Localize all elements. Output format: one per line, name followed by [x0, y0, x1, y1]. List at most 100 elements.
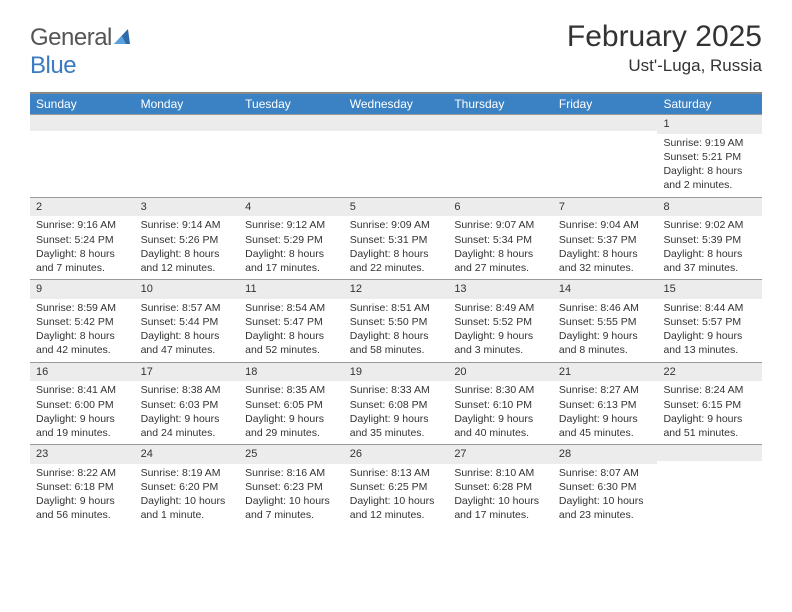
- day-text: Sunrise: 8:59 AMSunset: 5:42 PMDaylight:…: [30, 299, 135, 362]
- day-number: [448, 115, 553, 131]
- logo: GeneralBlue: [30, 24, 136, 80]
- day-text: Sunrise: 8:07 AMSunset: 6:30 PMDaylight:…: [553, 464, 658, 527]
- day-text: Sunrise: 8:13 AMSunset: 6:25 PMDaylight:…: [344, 464, 449, 527]
- day-cell: 28Sunrise: 8:07 AMSunset: 6:30 PMDayligh…: [553, 445, 658, 527]
- day-text: Sunrise: 8:46 AMSunset: 5:55 PMDaylight:…: [553, 299, 658, 362]
- day-number: 5: [344, 198, 449, 217]
- day-cell: 4Sunrise: 9:12 AMSunset: 5:29 PMDaylight…: [239, 198, 344, 280]
- calendar-page: GeneralBlue February 2025 Ust'-Luga, Rus…: [0, 0, 792, 547]
- day-cell: 24Sunrise: 8:19 AMSunset: 6:20 PMDayligh…: [135, 445, 240, 527]
- day-number: 24: [135, 445, 240, 464]
- day-number: 3: [135, 198, 240, 217]
- day-number: 17: [135, 363, 240, 382]
- day-number: 25: [239, 445, 344, 464]
- day-number: 13: [448, 280, 553, 299]
- day-number: 6: [448, 198, 553, 217]
- week-row: 16Sunrise: 8:41 AMSunset: 6:00 PMDayligh…: [30, 362, 762, 445]
- day-number: 19: [344, 363, 449, 382]
- day-number: 9: [30, 280, 135, 299]
- day-text: Sunrise: 8:27 AMSunset: 6:13 PMDaylight:…: [553, 381, 658, 444]
- day-number: 18: [239, 363, 344, 382]
- day-cell: 21Sunrise: 8:27 AMSunset: 6:13 PMDayligh…: [553, 363, 658, 445]
- day-text: Sunrise: 8:24 AMSunset: 6:15 PMDaylight:…: [657, 381, 762, 444]
- day-number: 10: [135, 280, 240, 299]
- day-cell: 17Sunrise: 8:38 AMSunset: 6:03 PMDayligh…: [135, 363, 240, 445]
- day-text: Sunrise: 9:16 AMSunset: 5:24 PMDaylight:…: [30, 216, 135, 279]
- day-text: Sunrise: 8:57 AMSunset: 5:44 PMDaylight:…: [135, 299, 240, 362]
- day-cell: 14Sunrise: 8:46 AMSunset: 5:55 PMDayligh…: [553, 280, 658, 362]
- logo-text: GeneralBlue: [30, 24, 136, 80]
- day-cell: [30, 115, 135, 197]
- day-text: Sunrise: 9:02 AMSunset: 5:39 PMDaylight:…: [657, 216, 762, 279]
- day-text: Sunrise: 8:38 AMSunset: 6:03 PMDaylight:…: [135, 381, 240, 444]
- day-number: 7: [553, 198, 658, 217]
- weekday-sat: Saturday: [657, 94, 762, 114]
- day-cell: 27Sunrise: 8:10 AMSunset: 6:28 PMDayligh…: [448, 445, 553, 527]
- weekday-tue: Tuesday: [239, 94, 344, 114]
- day-text: Sunrise: 9:14 AMSunset: 5:26 PMDaylight:…: [135, 216, 240, 279]
- weekday-row: Sunday Monday Tuesday Wednesday Thursday…: [30, 94, 762, 114]
- month-title: February 2025: [567, 20, 762, 54]
- day-number: 20: [448, 363, 553, 382]
- day-number: 2: [30, 198, 135, 217]
- day-text: Sunrise: 9:12 AMSunset: 5:29 PMDaylight:…: [239, 216, 344, 279]
- day-number: [239, 115, 344, 131]
- title-block: February 2025 Ust'-Luga, Russia: [567, 20, 762, 76]
- day-cell: [135, 115, 240, 197]
- day-cell: 18Sunrise: 8:35 AMSunset: 6:05 PMDayligh…: [239, 363, 344, 445]
- day-cell: [553, 115, 658, 197]
- day-text: Sunrise: 9:19 AMSunset: 5:21 PMDaylight:…: [657, 134, 762, 197]
- week-row: 23Sunrise: 8:22 AMSunset: 6:18 PMDayligh…: [30, 444, 762, 527]
- day-text: Sunrise: 8:35 AMSunset: 6:05 PMDaylight:…: [239, 381, 344, 444]
- day-number: 21: [553, 363, 658, 382]
- weekday-wed: Wednesday: [344, 94, 449, 114]
- day-number: 16: [30, 363, 135, 382]
- day-cell: [657, 445, 762, 527]
- day-text: Sunrise: 8:44 AMSunset: 5:57 PMDaylight:…: [657, 299, 762, 362]
- day-cell: 16Sunrise: 8:41 AMSunset: 6:00 PMDayligh…: [30, 363, 135, 445]
- day-cell: 3Sunrise: 9:14 AMSunset: 5:26 PMDaylight…: [135, 198, 240, 280]
- day-number: 8: [657, 198, 762, 217]
- weeks-container: 1Sunrise: 9:19 AMSunset: 5:21 PMDaylight…: [30, 114, 762, 527]
- day-cell: 15Sunrise: 8:44 AMSunset: 5:57 PMDayligh…: [657, 280, 762, 362]
- day-cell: 12Sunrise: 8:51 AMSunset: 5:50 PMDayligh…: [344, 280, 449, 362]
- day-text: Sunrise: 9:07 AMSunset: 5:34 PMDaylight:…: [448, 216, 553, 279]
- day-text: Sunrise: 8:49 AMSunset: 5:52 PMDaylight:…: [448, 299, 553, 362]
- day-cell: 19Sunrise: 8:33 AMSunset: 6:08 PMDayligh…: [344, 363, 449, 445]
- location: Ust'-Luga, Russia: [567, 56, 762, 76]
- day-number: [553, 115, 658, 131]
- day-number: [344, 115, 449, 131]
- day-number: [657, 445, 762, 461]
- weekday-mon: Monday: [135, 94, 240, 114]
- header: GeneralBlue February 2025 Ust'-Luga, Rus…: [30, 20, 762, 80]
- day-number: [135, 115, 240, 131]
- day-text: Sunrise: 8:10 AMSunset: 6:28 PMDaylight:…: [448, 464, 553, 527]
- day-cell: 5Sunrise: 9:09 AMSunset: 5:31 PMDaylight…: [344, 198, 449, 280]
- day-text: Sunrise: 9:04 AMSunset: 5:37 PMDaylight:…: [553, 216, 658, 279]
- week-row: 1Sunrise: 9:19 AMSunset: 5:21 PMDaylight…: [30, 114, 762, 197]
- week-row: 9Sunrise: 8:59 AMSunset: 5:42 PMDaylight…: [30, 279, 762, 362]
- week-row: 2Sunrise: 9:16 AMSunset: 5:24 PMDaylight…: [30, 197, 762, 280]
- day-cell: 23Sunrise: 8:22 AMSunset: 6:18 PMDayligh…: [30, 445, 135, 527]
- day-cell: 13Sunrise: 8:49 AMSunset: 5:52 PMDayligh…: [448, 280, 553, 362]
- day-number: 26: [344, 445, 449, 464]
- day-cell: 10Sunrise: 8:57 AMSunset: 5:44 PMDayligh…: [135, 280, 240, 362]
- day-number: 4: [239, 198, 344, 217]
- day-cell: 8Sunrise: 9:02 AMSunset: 5:39 PMDaylight…: [657, 198, 762, 280]
- weekday-fri: Friday: [553, 94, 658, 114]
- day-number: 22: [657, 363, 762, 382]
- day-text: Sunrise: 8:51 AMSunset: 5:50 PMDaylight:…: [344, 299, 449, 362]
- day-text: Sunrise: 9:09 AMSunset: 5:31 PMDaylight:…: [344, 216, 449, 279]
- day-text: Sunrise: 8:33 AMSunset: 6:08 PMDaylight:…: [344, 381, 449, 444]
- day-cell: 22Sunrise: 8:24 AMSunset: 6:15 PMDayligh…: [657, 363, 762, 445]
- weekday-thu: Thursday: [448, 94, 553, 114]
- sail-icon: [114, 24, 136, 52]
- day-text: Sunrise: 8:19 AMSunset: 6:20 PMDaylight:…: [135, 464, 240, 527]
- day-cell: 25Sunrise: 8:16 AMSunset: 6:23 PMDayligh…: [239, 445, 344, 527]
- day-number: 28: [553, 445, 658, 464]
- day-text: Sunrise: 8:30 AMSunset: 6:10 PMDaylight:…: [448, 381, 553, 444]
- day-cell: 2Sunrise: 9:16 AMSunset: 5:24 PMDaylight…: [30, 198, 135, 280]
- day-cell: [344, 115, 449, 197]
- day-cell: [448, 115, 553, 197]
- day-cell: 20Sunrise: 8:30 AMSunset: 6:10 PMDayligh…: [448, 363, 553, 445]
